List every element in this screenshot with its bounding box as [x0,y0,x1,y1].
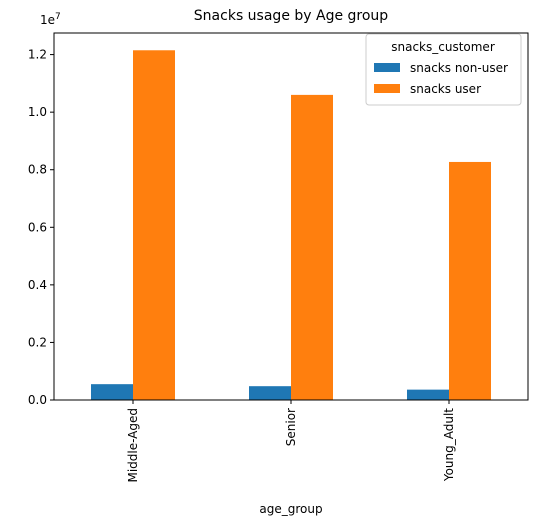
legend-title: snacks_customer [391,40,495,54]
y-tick-label: 0.0 [28,393,47,407]
legend-box [365,33,522,106]
bars-group [91,50,491,400]
bar-middle-aged-snacks-non-user [91,384,133,400]
bar-young-adult-snacks-non-user [407,389,449,400]
y-tick-label: 0.4 [28,278,47,292]
chart-title: Snacks usage by Age group [194,8,389,24]
legend-label: snacks non-user [410,61,508,75]
legend-swatch [374,84,400,93]
x-tick-label: Middle-Aged [126,408,140,483]
x-tick-label: Senior [284,408,298,446]
y-tick-label: 0.8 [28,163,47,177]
x-axis-ticks: Middle-Aged Senior Young_Adult [126,400,456,483]
bar-senior-snacks-user [291,94,333,400]
plot-frame [53,32,529,401]
y-axis-ticks: 0.0 0.2 0.4 0.6 0.8 1.0 1.2 [28,48,54,407]
y-tick-label: 0.6 [28,220,47,234]
bar-senior-snacks-non-user [249,386,291,400]
x-tick-label: Young_Adult [442,408,456,482]
y-tick-label: 1.2 [28,48,47,62]
y-tick-label: 0.2 [28,335,47,349]
legend-label: snacks user [410,82,481,96]
x-axis-label: age_group [259,502,322,516]
legend-swatch [374,63,400,72]
bar-young-adult-snacks-user [449,161,491,400]
y-offset-label: 1e7 [40,12,61,27]
y-tick-label: 1.0 [28,105,47,119]
legend: snacks_customer snacks non-user snacks us… [365,33,522,106]
bar-middle-aged-snacks-user [133,50,175,400]
